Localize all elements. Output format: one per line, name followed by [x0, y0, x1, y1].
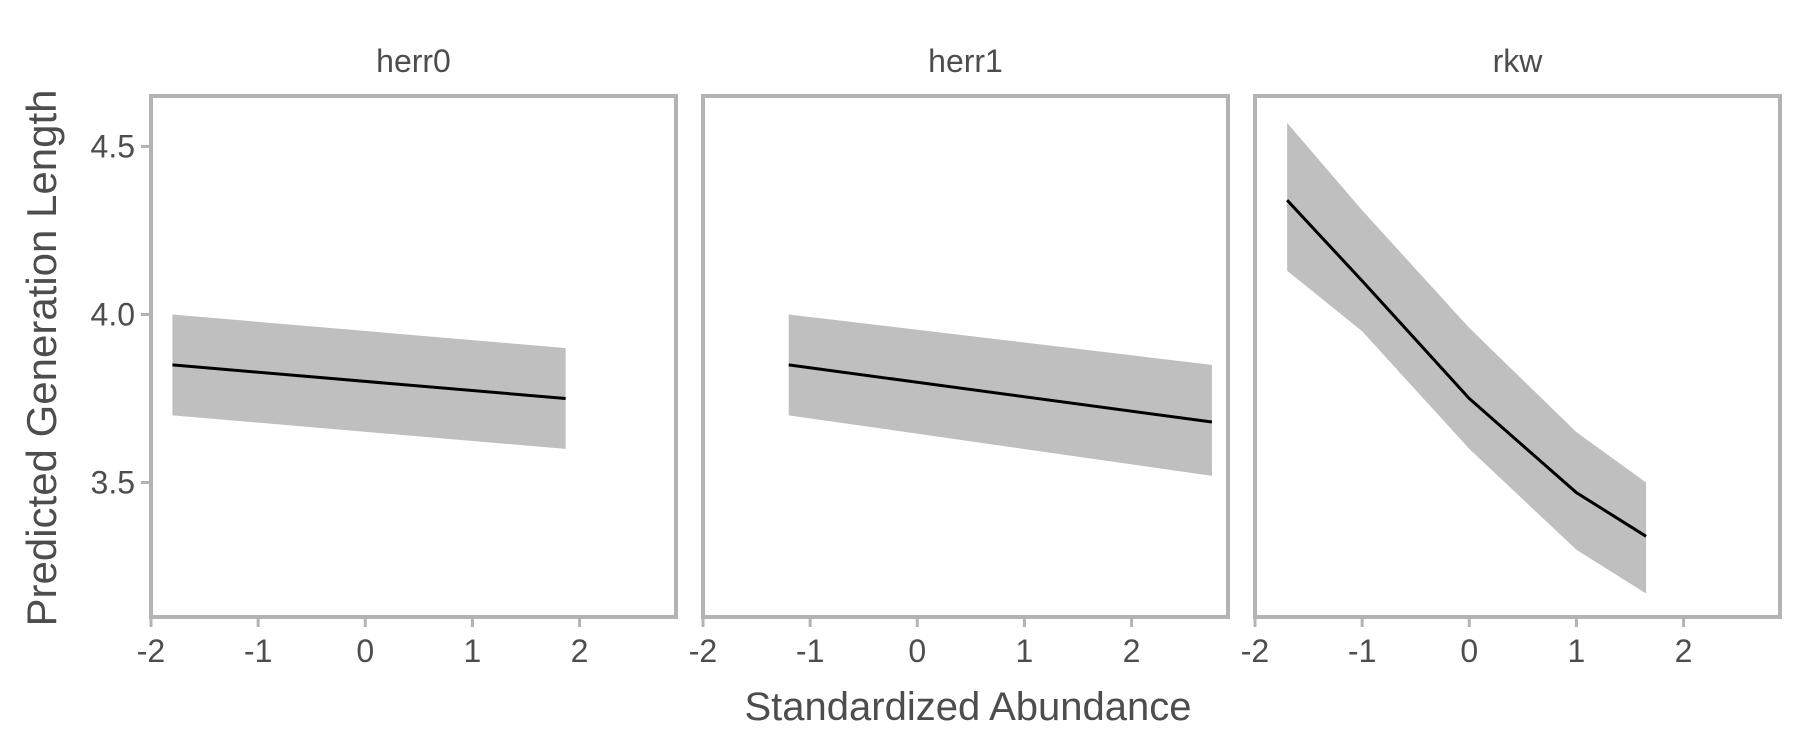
y-axis-title: Predicted Generation Length	[18, 89, 65, 626]
x-tick-label: 1	[464, 633, 482, 669]
facet-strip-label: rkw	[1493, 43, 1544, 79]
confidence-ribbon	[788, 314, 1212, 476]
x-tick-label: -1	[796, 633, 824, 669]
confidence-ribbon	[1287, 122, 1647, 594]
fitted-line	[1286, 199, 1647, 538]
x-tick-label: 1	[1016, 633, 1034, 669]
fitted-line	[172, 363, 566, 401]
x-axis-title: Standardized Abundance	[744, 685, 1191, 729]
panel-frame	[149, 94, 678, 619]
panel-frame	[1253, 94, 1782, 619]
x-tick-label: 2	[1123, 633, 1141, 669]
x-tick-label: -2	[137, 633, 165, 669]
facet-panel-herr0: herr0 -2 -1 0 1 2	[137, 43, 678, 669]
facet-strip-label: herr1	[928, 43, 1003, 79]
y-tick-label: 4.5	[91, 128, 135, 164]
y-tick-label: 4.0	[91, 296, 135, 332]
fitted-line	[788, 363, 1213, 424]
x-tick-label: 0	[356, 633, 374, 669]
x-tick-label: 0	[1460, 633, 1478, 669]
facet-panel-herr1: herr1 -2 -1 0 1 2	[689, 43, 1230, 669]
x-tick-label: -2	[1241, 633, 1269, 669]
panel-frame	[701, 94, 1230, 619]
x-tick-label: 2	[1675, 633, 1693, 669]
facet-panel-rkw: rkw -2 -1 0 1 2	[1241, 43, 1782, 669]
facet-strip-label: herr0	[376, 43, 451, 79]
x-tick-label: 1	[1568, 633, 1586, 669]
x-tick-label: -2	[689, 633, 717, 669]
facet-panels: 3.5 4.0 4.5 herr0 -2 -1 0 1 2 herr1 -2 -1 0 1 2 rkw -2 -1…	[91, 43, 1782, 669]
x-tick-label: -1	[244, 633, 272, 669]
x-tick-label: -1	[1348, 633, 1376, 669]
y-tick-label: 3.5	[91, 465, 135, 501]
x-tick-label: 2	[571, 633, 589, 669]
x-tick-label: 0	[908, 633, 926, 669]
